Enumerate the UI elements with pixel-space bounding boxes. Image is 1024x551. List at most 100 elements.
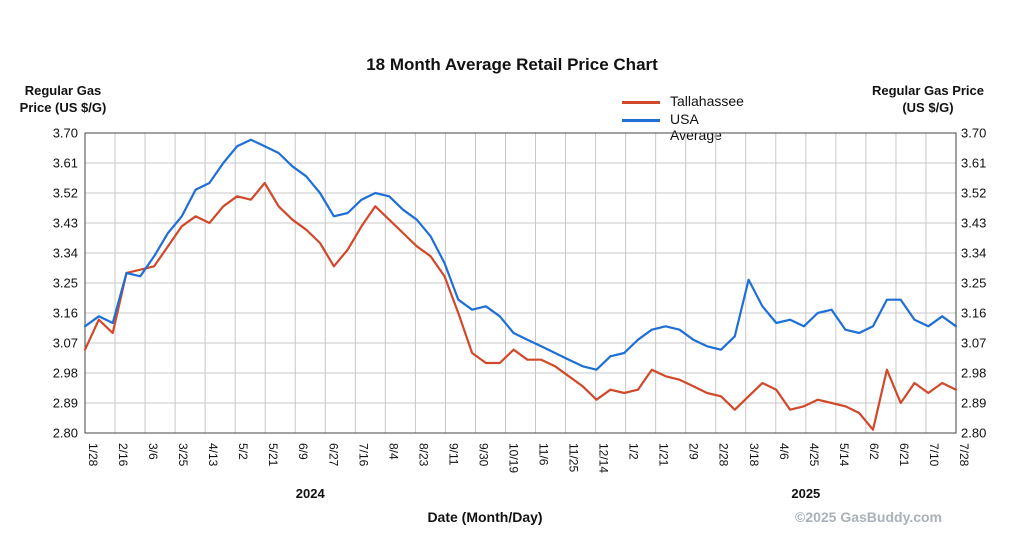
x-tick-label: 3/6 [146, 443, 160, 460]
chart-title: 18 Month Average Retail Price Chart [366, 55, 658, 74]
x-tick-label: 3/18 [747, 443, 761, 467]
data-point-tallahassee [775, 389, 777, 391]
data-point-tallahassee [291, 219, 293, 221]
data-point-usa-average [886, 299, 888, 301]
data-point-tallahassee [858, 412, 860, 414]
data-point-usa-average [416, 219, 418, 221]
data-point-tallahassee [208, 222, 210, 224]
x-tick-label: 5/14 [837, 443, 851, 467]
y-tick-label-right: 3.43 [961, 216, 986, 231]
x-axis-title: Date (Month/Day) [427, 509, 543, 525]
data-point-tallahassee [374, 205, 376, 207]
data-point-usa-average [748, 279, 750, 281]
data-point-tallahassee [582, 385, 584, 387]
x-tick-label: 9/30 [476, 443, 490, 467]
data-point-usa-average [844, 329, 847, 331]
data-point-tallahassee [720, 395, 722, 397]
x-tick-label: 6/21 [897, 443, 911, 467]
x-tick-label: 7/16 [356, 443, 370, 467]
x-tick-label: 11/25 [567, 443, 581, 472]
x-tick-label: 6/9 [296, 443, 310, 460]
legend-label-tallahassee: Tallahassee [670, 93, 744, 109]
data-point-tallahassee [347, 249, 349, 251]
data-point-usa-average [264, 145, 266, 147]
y-tick-label-right: 3.16 [961, 306, 986, 321]
data-point-tallahassee [264, 182, 266, 184]
data-point-tallahassee [416, 245, 418, 247]
data-point-usa-average [499, 315, 501, 317]
data-point-usa-average [734, 335, 736, 337]
data-point-tallahassee [305, 229, 307, 231]
data-point-tallahassee [803, 405, 805, 407]
data-point-tallahassee [817, 399, 819, 401]
series-line-usa-average [83, 138, 958, 371]
data-point-usa-average [430, 235, 432, 237]
data-point-tallahassee [651, 369, 653, 371]
data-point-usa-average [817, 312, 819, 314]
y-tick-label-left: 3.07 [53, 336, 78, 351]
x-tick-label: 12/14 [597, 443, 611, 473]
data-point-usa-average [291, 165, 293, 167]
legend-label-usa-average: USA Average [670, 111, 722, 143]
data-point-tallahassee [195, 215, 197, 217]
data-point-usa-average [374, 192, 376, 194]
x-tick-label: 6/27 [326, 443, 340, 467]
data-point-usa-average [125, 272, 128, 274]
y-tick-label-right: 2.80 [961, 426, 986, 441]
x-tick-label: 1/28 [86, 443, 100, 467]
x-tick-label: 11/6 [537, 443, 551, 466]
data-point-tallahassee [526, 359, 529, 361]
data-point-usa-average [443, 262, 446, 264]
data-point-tallahassee [955, 389, 957, 391]
data-point-tallahassee [761, 382, 764, 384]
y-tick-label-left: 3.52 [53, 186, 78, 201]
x-tick-label: 2/16 [116, 443, 130, 467]
y-tick-label-left: 2.89 [53, 396, 78, 411]
y-axis-left-title: Regular Gas Price (US $/G) [19, 83, 107, 115]
data-point-tallahassee [388, 219, 390, 221]
y-tick-label-left: 3.61 [53, 156, 78, 171]
data-point-usa-average [84, 325, 86, 327]
data-point-usa-average [540, 345, 542, 347]
data-point-tallahassee [84, 349, 86, 351]
x-tick-label: 7/10 [927, 443, 941, 467]
data-point-usa-average [388, 195, 390, 197]
y-tick-label-left: 2.80 [53, 426, 78, 441]
data-point-tallahassee [665, 375, 667, 377]
data-point-usa-average [195, 189, 197, 191]
y-tick-label-right: 3.61 [961, 156, 986, 171]
y-tick-label-right: 3.07 [961, 336, 986, 351]
x-tick-label: 7/28 [957, 443, 971, 467]
y-tick-label-right: 3.70 [961, 126, 986, 141]
data-point-tallahassee [513, 349, 515, 351]
y-tick-label-left: 3.16 [53, 306, 78, 321]
data-point-usa-average [526, 339, 529, 341]
data-point-tallahassee [430, 255, 432, 257]
data-point-tallahassee [98, 319, 100, 321]
data-point-usa-average [900, 299, 902, 301]
y-tick-label-left: 3.34 [53, 246, 78, 261]
x-tick-label: 9/11 [446, 443, 460, 466]
data-point-tallahassee [913, 382, 916, 384]
x-tick-label: 8/23 [416, 443, 430, 467]
data-point-usa-average [457, 299, 459, 301]
x-tick-label: 4/25 [807, 443, 821, 467]
data-point-usa-average [609, 355, 612, 357]
data-point-tallahassee [706, 392, 708, 394]
data-point-tallahassee [609, 389, 612, 391]
data-point-tallahassee [831, 402, 833, 404]
y-tick-label-right: 3.52 [961, 186, 986, 201]
data-point-tallahassee [748, 395, 750, 397]
data-point-usa-average [485, 305, 487, 307]
data-point-tallahassee [499, 362, 501, 364]
data-point-usa-average [167, 232, 169, 234]
data-point-usa-average [278, 152, 280, 154]
data-point-tallahassee [181, 225, 183, 227]
data-point-tallahassee [595, 399, 598, 401]
y-tick-label-right: 3.34 [961, 246, 986, 261]
data-point-usa-average [720, 349, 722, 351]
data-point-tallahassee [333, 265, 335, 267]
data-point-tallahassee [540, 359, 542, 361]
year-label: 2024 [296, 486, 326, 501]
